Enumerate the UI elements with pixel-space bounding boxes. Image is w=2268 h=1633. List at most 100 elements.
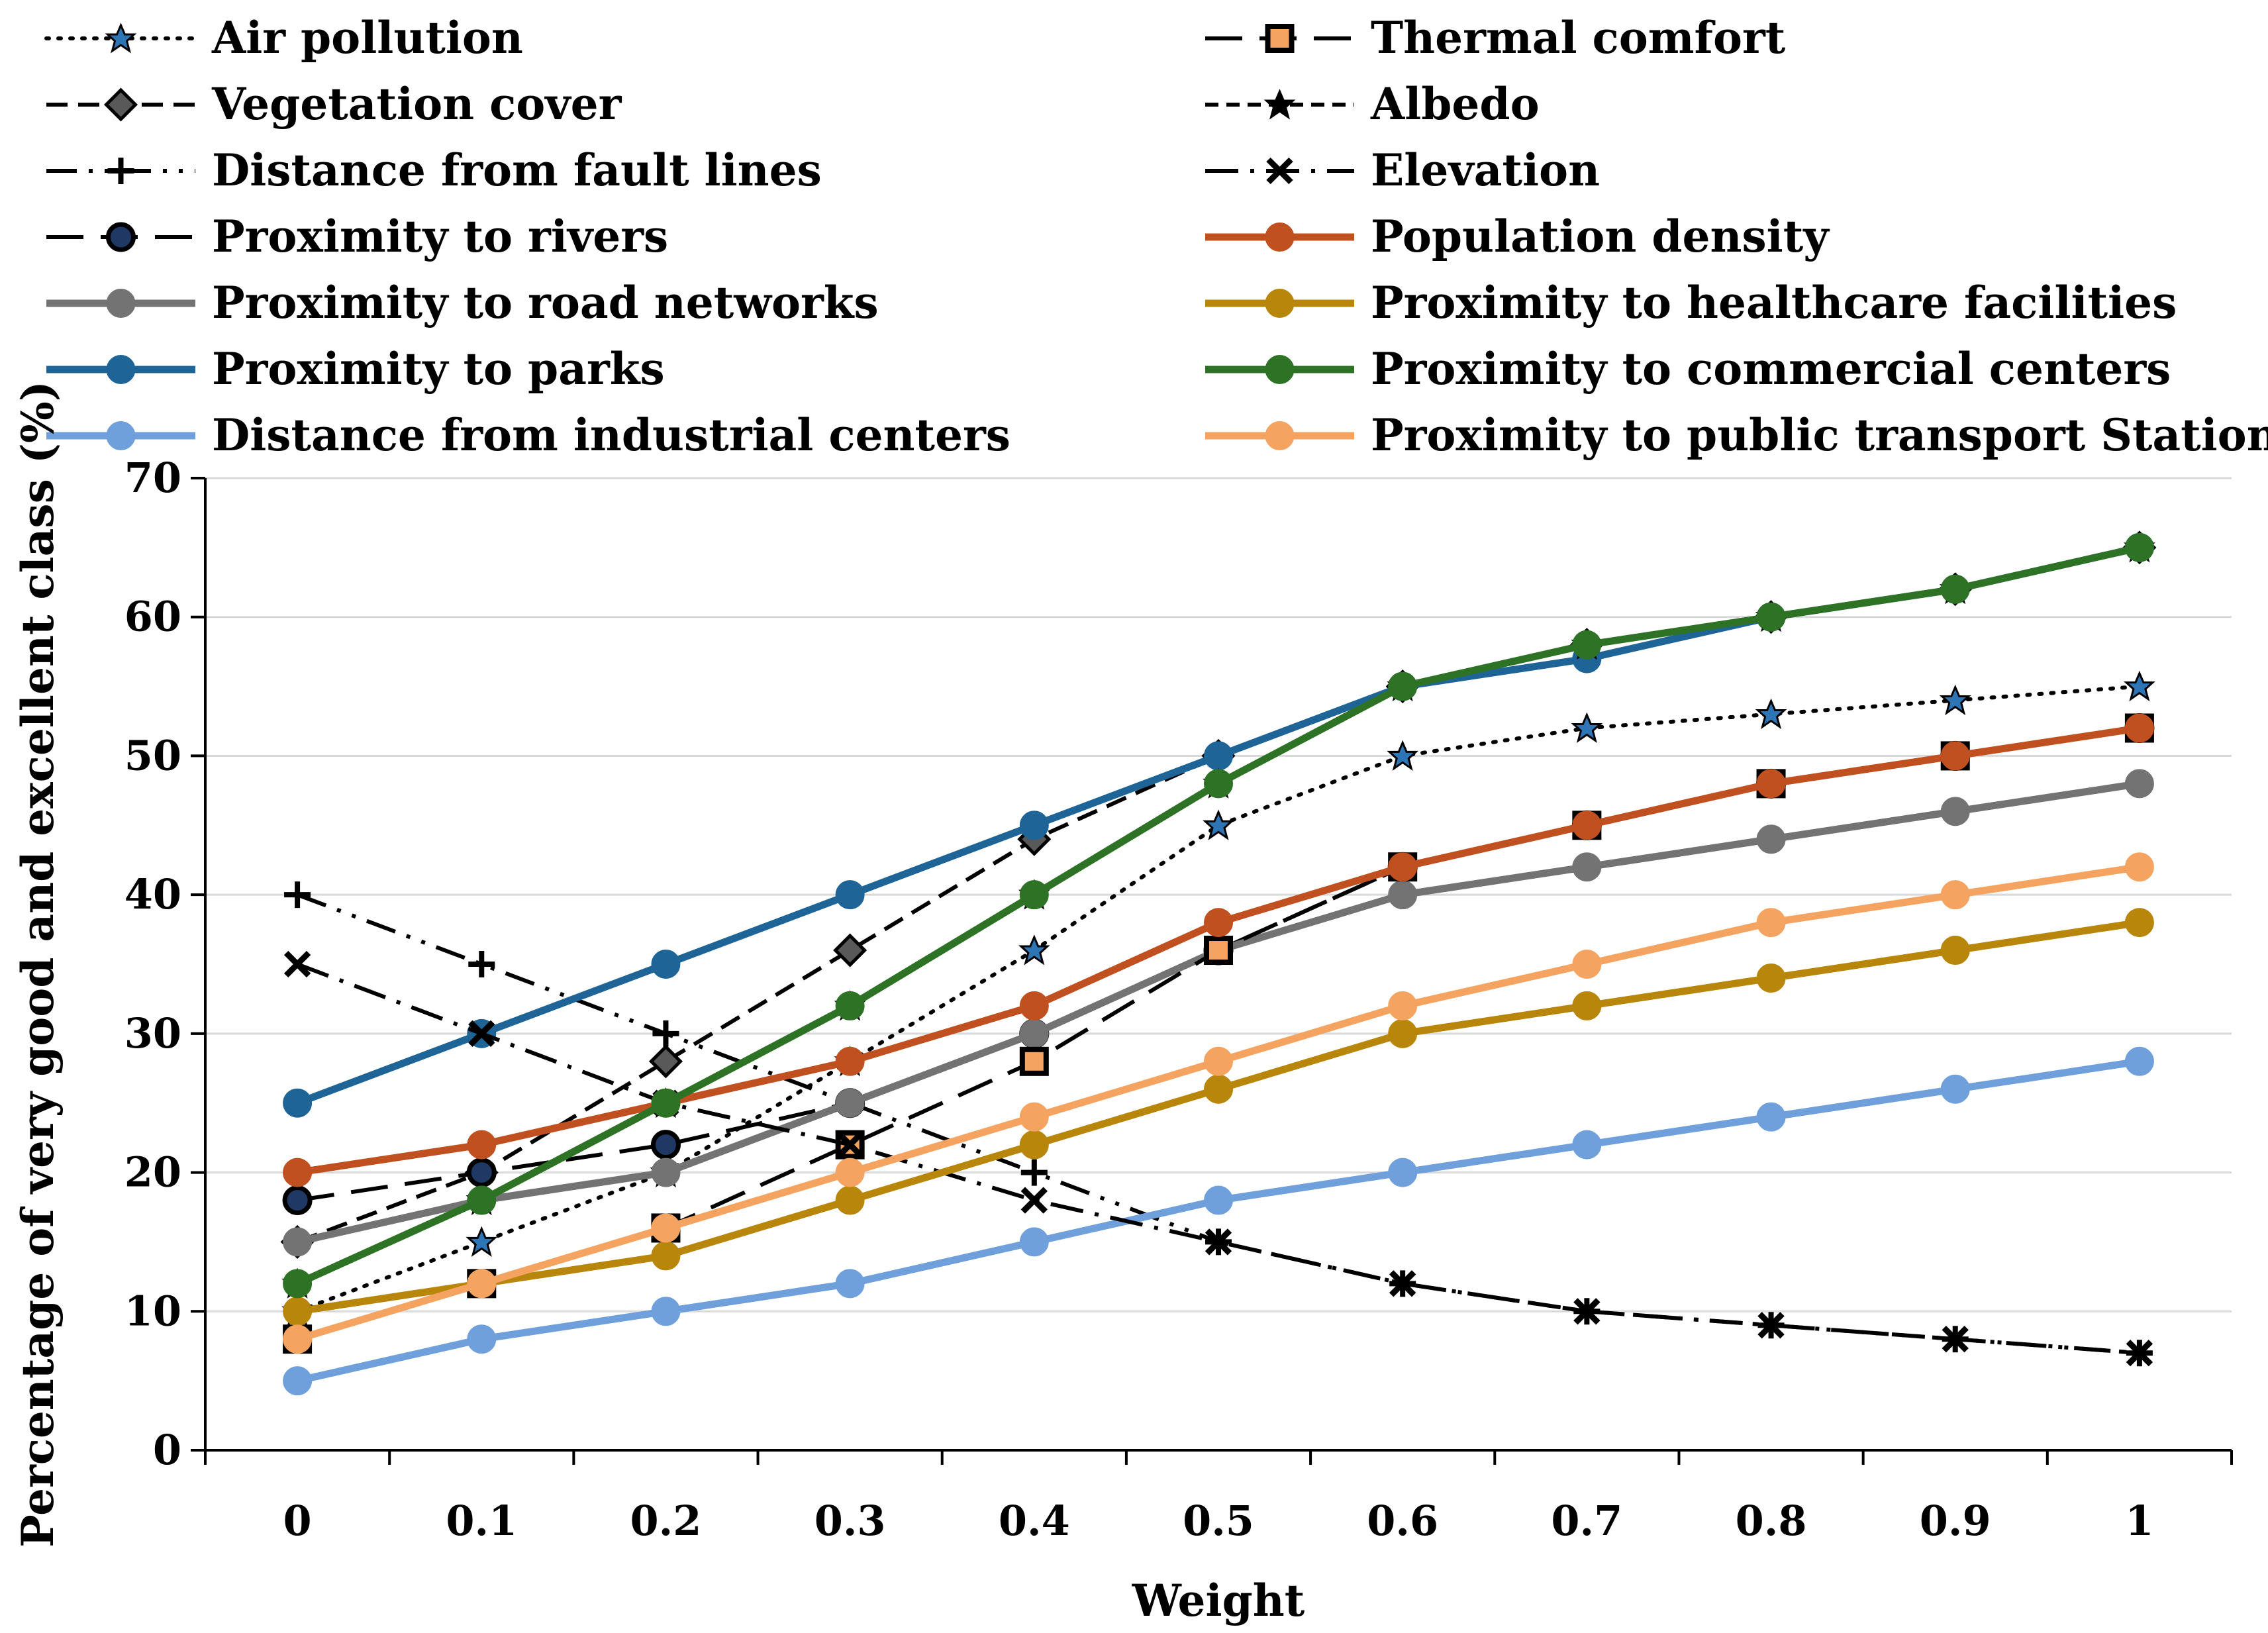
legend-item: Proximity to healthcare facilities <box>1205 277 2177 328</box>
data-point <box>1020 1187 1048 1214</box>
legend-item: Proximity to public transport Stations <box>1205 409 2268 461</box>
y-axis-title: Percentage of very good and excellent cl… <box>12 381 64 1548</box>
data-point <box>1940 574 1970 604</box>
legend-swatch-marker <box>105 23 137 54</box>
data-point <box>835 1088 865 1118</box>
y-tick-label: 0 <box>153 1426 181 1474</box>
series-proximity-to-public-transport-stations <box>283 852 2154 1354</box>
data-point <box>467 1185 497 1215</box>
data-point <box>1940 741 1970 771</box>
legend-swatch-marker <box>103 87 138 122</box>
legend-label: Elevation <box>1371 144 1600 196</box>
data-point <box>2124 908 2154 938</box>
legend-swatch-marker <box>1266 157 1293 185</box>
legend-item: Elevation <box>1205 144 1600 196</box>
data-point <box>283 1324 313 1354</box>
data-point <box>1204 908 1233 938</box>
data-point <box>283 1269 313 1299</box>
data-point <box>1572 811 1602 840</box>
data-point <box>1756 769 1786 799</box>
x-tick-label: 0.9 <box>1920 1497 1991 1545</box>
data-point <box>1940 936 1970 965</box>
data-point <box>1942 1326 1969 1353</box>
data-point <box>836 1131 863 1158</box>
legend-swatch-marker <box>106 421 136 450</box>
data-point <box>1019 811 1049 840</box>
data-point <box>1203 809 1234 840</box>
data-point <box>651 1213 681 1243</box>
data-point <box>2126 1340 2153 1367</box>
data-point <box>1204 1185 1233 1215</box>
data-point <box>1019 1046 1049 1076</box>
data-point <box>835 1158 865 1187</box>
legend-label: Proximity to rivers <box>212 211 668 262</box>
data-point <box>283 1158 313 1187</box>
legend-item: Vegetation cover <box>46 78 622 130</box>
data-point <box>1757 1312 1785 1339</box>
data-point <box>1205 1228 1232 1256</box>
legend-swatch-marker <box>1263 89 1296 120</box>
data-point <box>1387 740 1419 771</box>
data-point <box>2124 532 2154 562</box>
data-point <box>468 951 495 977</box>
legend-label: Proximity to commercial centers <box>1371 343 2171 395</box>
data-point <box>2124 769 2154 799</box>
x-tick-label: 0.2 <box>630 1497 702 1545</box>
data-point <box>1756 1102 1786 1132</box>
legend-swatch-marker <box>1265 289 1295 318</box>
legend-label: Proximity to healthcare facilities <box>1371 277 2177 328</box>
data-point <box>651 1297 681 1326</box>
data-point <box>468 1020 495 1048</box>
legend-label: Vegetation cover <box>211 78 622 130</box>
data-point <box>1388 1018 1418 1048</box>
data-point <box>1940 880 1970 910</box>
data-point <box>2124 1046 2154 1076</box>
data-point <box>1204 1046 1233 1076</box>
legend-item: Albedo <box>1205 78 1540 130</box>
data-point <box>2124 852 2154 882</box>
legend-item: Distance from fault lines <box>46 144 822 196</box>
legend-swatch-marker <box>106 355 136 384</box>
data-point <box>1572 950 1602 979</box>
data-point <box>1756 602 1786 632</box>
data-point <box>1019 880 1049 910</box>
data-point <box>651 1158 681 1187</box>
data-point <box>1939 684 1971 716</box>
data-point <box>466 1158 497 1188</box>
data-point <box>1388 991 1418 1020</box>
data-point <box>283 1088 313 1118</box>
y-tick-label: 10 <box>124 1287 181 1335</box>
data-point <box>652 1020 679 1047</box>
axes: 0 10 20 30 40 50 60 70 0 0.1 0.2 0.3 0.4 0.5 0.6 0.7 0.8… <box>124 454 2233 1545</box>
y-tick-label: 70 <box>124 454 181 502</box>
x-tick-label: 0.7 <box>1551 1497 1622 1545</box>
legend-swatch-marker <box>106 289 136 318</box>
data-point <box>833 933 867 967</box>
data-point <box>283 950 311 978</box>
data-point <box>1571 712 1603 744</box>
data-point <box>2124 670 2155 702</box>
data-point <box>1019 1130 1049 1160</box>
data-point <box>1756 908 1786 938</box>
data-point <box>1204 769 1233 799</box>
legend-label: Distance from industrial centers <box>212 409 1011 461</box>
legend-item: Air pollution <box>44 12 523 64</box>
data-point <box>650 1130 681 1160</box>
data-point <box>651 1241 681 1271</box>
x-tick-label: 0.5 <box>1183 1497 1254 1545</box>
legend-item: Thermal comfort <box>1205 12 1786 64</box>
data-point <box>1204 741 1233 771</box>
data-point <box>283 1227 313 1257</box>
data-point <box>835 1046 865 1076</box>
data-point <box>835 880 865 910</box>
x-tick-label: 0.8 <box>1736 1497 1807 1545</box>
legend-swatch-marker <box>107 158 134 184</box>
data-point <box>1573 1298 1601 1325</box>
data-point <box>1756 963 1786 993</box>
legend-swatch-marker <box>1265 421 1295 450</box>
data-point <box>651 1088 681 1118</box>
data-point <box>467 1269 497 1299</box>
legend-item: Distance from industrial centers <box>46 409 1011 461</box>
x-axis-title: Weight <box>1132 1575 1305 1626</box>
legend-item: Proximity to rivers <box>46 211 668 262</box>
